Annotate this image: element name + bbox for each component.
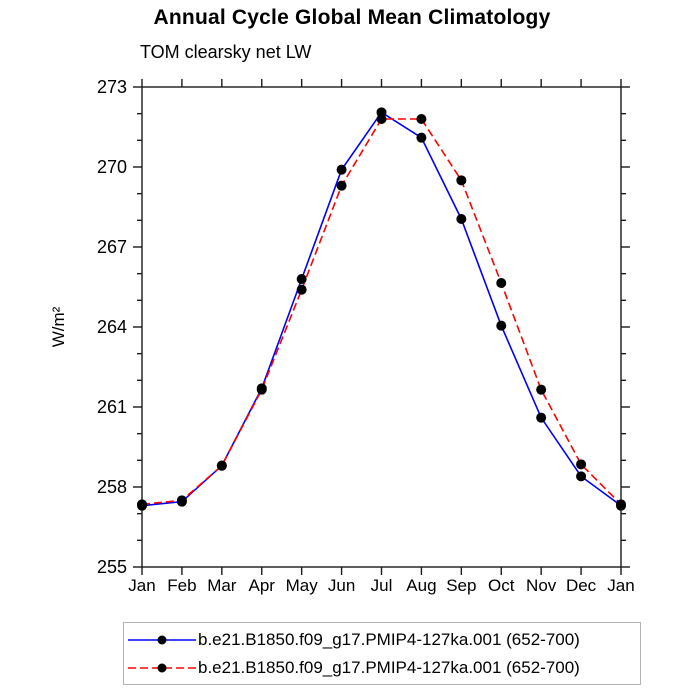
- data-point-marker: [296, 284, 307, 295]
- x-tick-label: Apr: [249, 576, 276, 595]
- data-point-marker: [137, 499, 147, 510]
- data-point-marker: [576, 471, 587, 482]
- data-point-marker: [496, 320, 507, 331]
- data-point-marker: [336, 164, 347, 175]
- data-point-marker: [176, 495, 187, 506]
- x-tick-label: Dec: [566, 576, 597, 595]
- data-point-marker: [456, 175, 467, 186]
- data-point-marker: [216, 460, 227, 471]
- legend-label-dashed: b.e21.B1850.f09_g17.PMIP4-127ka.001 (652…: [198, 657, 580, 677]
- series-line-dashed: [141, 118, 622, 506]
- legend-line-sample-dashed-icon: [128, 663, 196, 672]
- data-point-marker: [536, 412, 547, 423]
- x-tick-label: Jan: [128, 576, 155, 595]
- data-point-marker: [456, 214, 467, 224]
- x-tick-label: Sep: [446, 576, 476, 595]
- y-tick-label: 258: [97, 477, 127, 497]
- data-point-marker: [336, 180, 347, 191]
- data-point-marker: [576, 459, 587, 470]
- data-point-marker: [496, 278, 507, 288]
- legend-label-solid: b.e21.B1850.f09_g17.PMIP4-127ka.001 (652…: [198, 629, 580, 649]
- x-tick-label: May: [286, 576, 319, 595]
- axis-frame: [141, 86, 622, 568]
- x-tick-label: Oct: [488, 576, 515, 595]
- legend: b.e21.B1850.f09_g17.PMIP4-127ka.001 (652…: [123, 622, 641, 685]
- data-point-marker: [376, 114, 387, 124]
- y-tick-label: 255: [97, 557, 127, 577]
- y-tick-label: 270: [97, 157, 127, 177]
- data-point-marker: [416, 114, 427, 124]
- x-tick-label: Jan: [607, 576, 634, 595]
- legend-item-dashed: b.e21.B1850.f09_g17.PMIP4-127ka.001 (652…: [124, 654, 640, 682]
- x-tick-label: Jun: [328, 576, 355, 595]
- x-tick-label: Jul: [371, 576, 393, 595]
- series-line-solid: [141, 111, 622, 507]
- y-axis-label: W/m²: [49, 306, 68, 347]
- chart-subtitle: TOM clearsky net LW: [140, 42, 312, 62]
- data-point-marker: [416, 132, 427, 143]
- x-tick-label: Mar: [207, 576, 237, 595]
- y-tick-label: 267: [97, 237, 127, 257]
- data-point-marker: [616, 499, 626, 510]
- y-tick-label: 261: [97, 397, 127, 417]
- y-tick-label: 264: [97, 317, 127, 337]
- chart-title: Annual Cycle Global Mean Climatology: [153, 6, 551, 29]
- legend-marker: [157, 635, 167, 644]
- plot-area: Jan Feb Mar Apr May Jun Jul Aug Sep Oct Nov Dec Jan2…: [49, 77, 635, 595]
- data-point-marker: [536, 384, 547, 395]
- x-tick-label: Feb: [167, 576, 196, 595]
- legend-item-solid: b.e21.B1850.f09_g17.PMIP4-127ka.001 (652…: [124, 626, 640, 654]
- x-tick-label: Nov: [526, 576, 557, 595]
- y-tick-label: 273: [97, 77, 127, 97]
- x-tick-label: Aug: [406, 576, 436, 595]
- data-point-marker: [256, 384, 267, 395]
- data-point-marker: [296, 274, 307, 284]
- legend-line-sample-solid-icon: [128, 635, 196, 644]
- legend-marker: [157, 663, 167, 672]
